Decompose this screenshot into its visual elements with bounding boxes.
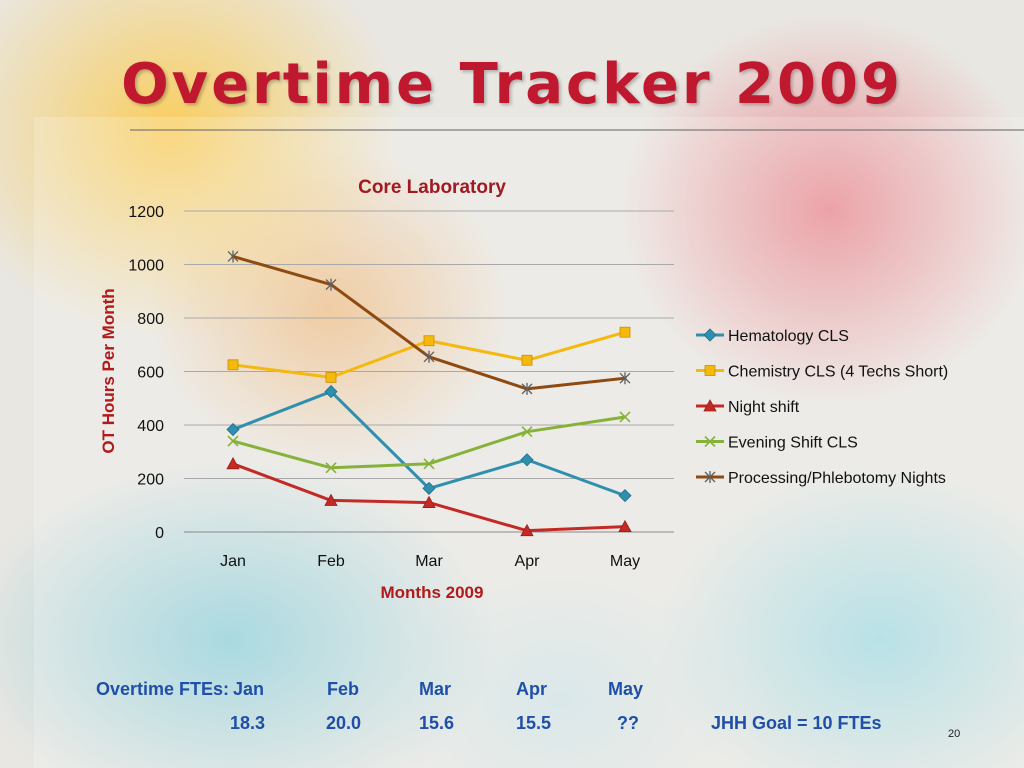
- y-tick-label: 800: [137, 311, 164, 328]
- y-tick-label: 1200: [128, 204, 164, 221]
- y-axis-title: OT Hours Per Month: [99, 288, 118, 453]
- legend-label: Processing/Phlebotomy Nights: [728, 470, 946, 487]
- chart-title: Core Laboratory: [358, 177, 506, 198]
- data-point-1-4: [619, 326, 631, 338]
- fte-value-jan: 18.3: [230, 713, 266, 733]
- fte-month-apr: Apr: [516, 679, 547, 699]
- legend-label: Chemistry CLS (4 Techs Short): [728, 364, 948, 381]
- data-point-1-1: [325, 371, 337, 383]
- legend: Hematology CLS Chemistry CLS (4 Techs Sho…: [696, 328, 948, 487]
- data-point-4-3: [521, 382, 533, 395]
- fte-value-apr: 15.5: [516, 713, 552, 733]
- y-tick-label: 400: [137, 418, 164, 435]
- legend-marker: [704, 365, 716, 376]
- series-layer: [226, 250, 632, 537]
- data-point-0-3: [520, 453, 534, 467]
- data-point-4-2: [423, 350, 435, 363]
- fte-month-jan: Jan: [233, 679, 265, 699]
- data-point-3-4: [619, 411, 631, 423]
- fte-value-may: ??: [617, 713, 639, 733]
- y-axis-ticks: 0 200 400 600 800 1000 1200: [128, 204, 164, 542]
- data-point-3-1: [325, 462, 337, 474]
- series-2: [226, 456, 632, 537]
- data-point-0-1: [324, 384, 338, 399]
- data-point-4-1: [325, 278, 337, 291]
- data-point-0-2: [422, 481, 436, 495]
- page-number: 20: [948, 728, 961, 740]
- x-tick-label: Apr: [515, 553, 541, 570]
- data-point-2-1: [324, 493, 338, 506]
- series-0: [226, 384, 632, 503]
- legend-marker: [703, 399, 717, 412]
- x-tick-label: Mar: [415, 553, 443, 570]
- data-point-2-4: [618, 519, 632, 533]
- series-line-0: [231, 390, 627, 498]
- fte-label: Overtime FTEs:: [96, 679, 230, 699]
- data-point-3-0: [227, 435, 239, 447]
- x-tick-label: Feb: [317, 553, 345, 570]
- series-line-4: [231, 254, 627, 391]
- data-point-4-4: [619, 372, 631, 385]
- y-tick-label: 0: [155, 525, 164, 542]
- data-point-0-0: [226, 422, 240, 437]
- data-point-3-3: [521, 426, 533, 438]
- title-divider: [130, 129, 1024, 131]
- fte-month-may: May: [608, 679, 644, 699]
- data-point-1-3: [521, 354, 533, 366]
- legend-marker: [704, 471, 716, 483]
- legend-item-4: Processing/Phlebotomy Nights: [696, 470, 946, 487]
- x-axis-ticks: Jan Feb Mar Apr May: [220, 553, 640, 570]
- legend-item-3: Evening Shift CLS: [696, 435, 858, 452]
- data-point-1-0: [227, 359, 239, 371]
- content-panel: [34, 117, 1024, 768]
- fte-value-mar: 15.6: [419, 713, 455, 733]
- data-point-2-3: [520, 523, 534, 537]
- x-tick-label: Jan: [220, 553, 246, 570]
- data-point-2-2: [422, 495, 436, 508]
- jhh-goal: JHH Goal = 10 FTEs: [711, 713, 882, 733]
- gridlines: [184, 210, 674, 533]
- legend-label: Hematology CLS: [728, 328, 849, 345]
- legend-item-2: Night shift: [696, 399, 800, 416]
- y-tick-label: 200: [137, 472, 164, 489]
- y-tick-label: 1000: [128, 258, 164, 275]
- data-point-2-0: [226, 456, 240, 470]
- legend-marker: [704, 435, 716, 448]
- series-1: [227, 326, 631, 383]
- x-tick-label: May: [610, 553, 640, 570]
- series-3: [227, 411, 631, 474]
- x-axis-title: Months 2009: [381, 583, 484, 602]
- slide-title: Overtime Tracker 2009: [121, 52, 903, 117]
- fte-month-feb: Feb: [327, 679, 360, 699]
- legend-label: Evening Shift CLS: [728, 435, 858, 452]
- y-tick-label: 600: [137, 365, 164, 382]
- legend-item-0: Hematology CLS: [696, 328, 849, 345]
- fte-value-feb: 20.0: [326, 713, 362, 733]
- data-point-4-0: [227, 250, 239, 263]
- data-point-0-4: [618, 489, 632, 503]
- legend-label: Night shift: [728, 399, 800, 416]
- legend-marker: [703, 328, 717, 342]
- data-point-1-2: [423, 335, 435, 347]
- legend-item-1: Chemistry CLS (4 Techs Short): [696, 364, 948, 381]
- data-point-3-2: [423, 458, 435, 470]
- fte-month-mar: Mar: [419, 679, 452, 699]
- series-4: [227, 250, 631, 395]
